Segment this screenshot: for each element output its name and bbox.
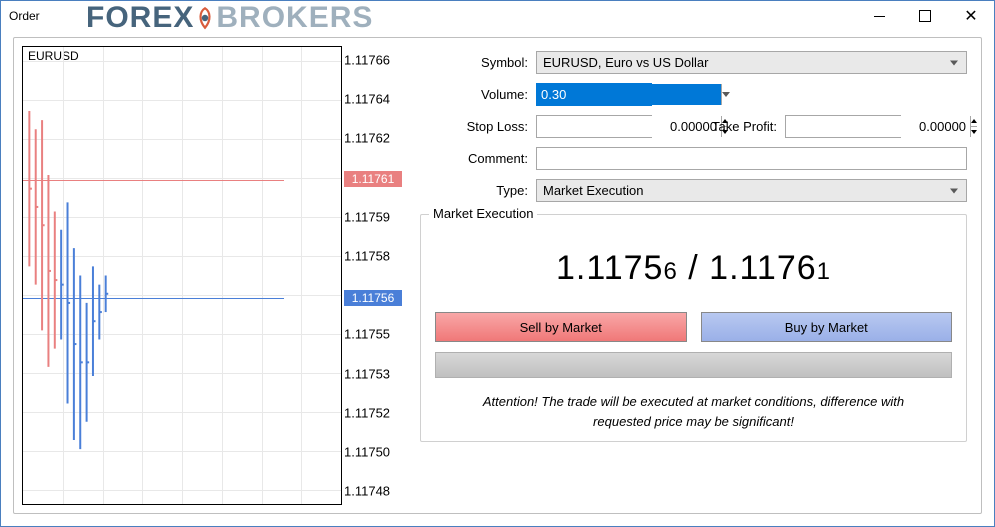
type-select[interactable]: Market Execution — [536, 179, 967, 202]
window-title: Order — [9, 9, 40, 23]
price-chart: EURUSD — [22, 46, 342, 505]
volume-combo[interactable] — [536, 83, 652, 106]
stoploss-label: Stop Loss: — [420, 119, 536, 134]
symbol-label: Symbol: — [420, 55, 536, 70]
type-label: Type: — [420, 183, 536, 198]
type-row: Type: Market Execution — [420, 178, 967, 202]
chart-panel: EURUSD 1.117661.117641.117621.117611.117… — [14, 38, 414, 513]
y-tick: 1.11750 — [344, 445, 390, 460]
ask-price-tag: 1.11761 — [344, 171, 402, 187]
price-sep: / — [678, 249, 709, 287]
comment-input[interactable] — [536, 147, 967, 170]
attention-text: Attention! The trade will be executed at… — [435, 392, 952, 431]
chart-y-axis: 1.11766 1.11764 1.11762 1.11761 1.11759 1.117… — [344, 46, 412, 505]
market-buttons: Sell by Market Buy by Market — [435, 312, 952, 342]
type-value: Market Execution — [543, 183, 643, 198]
volume-dropdown-button[interactable] — [721, 84, 730, 105]
takeprofit-group: Take Profit: — [712, 115, 901, 138]
takeprofit-spinner[interactable] — [785, 115, 901, 138]
sell-button[interactable]: Sell by Market — [435, 312, 687, 342]
y-tick: 1.11748 — [344, 484, 390, 499]
bid-frac: 6 — [663, 258, 677, 285]
group-legend: Market Execution — [429, 206, 537, 221]
price-display: 1.11756 / 1.11761 — [435, 231, 952, 312]
bid-price-tag: 1.11756 — [344, 290, 402, 306]
y-tick: 1.11764 — [344, 91, 390, 106]
y-tick: 1.11758 — [344, 248, 390, 263]
close-button[interactable]: ✕ — [948, 1, 994, 31]
volume-label: Volume: — [420, 87, 536, 102]
ask-frac: 1 — [817, 258, 831, 285]
y-tick: 1.11762 — [344, 131, 390, 146]
comment-label: Comment: — [420, 151, 536, 166]
ask-main: 1.1176 — [709, 249, 816, 287]
content: EURUSD 1.117661.117641.117621.117611.117… — [13, 37, 982, 514]
takeprofit-input[interactable] — [786, 116, 970, 137]
stoploss-input[interactable] — [537, 116, 721, 137]
window-controls: ✕ — [856, 1, 994, 31]
order-window: Order ✕ FOREX BROKERS EURUSD 1.117661.11… — [0, 0, 995, 527]
y-tick: 1.11755 — [344, 327, 390, 342]
minimize-button[interactable] — [856, 1, 902, 31]
symbol-value: EURUSD, Euro vs US Dollar — [543, 55, 708, 70]
maximize-button[interactable] — [902, 1, 948, 31]
titlebar: Order ✕ — [1, 1, 994, 31]
y-tick: 1.11753 — [344, 366, 390, 381]
symbol-row: Symbol: EURUSD, Euro vs US Dollar — [420, 50, 967, 74]
bid-main: 1.1175 — [556, 249, 663, 287]
buy-button[interactable]: Buy by Market — [701, 312, 953, 342]
y-tick: 1.11766 — [344, 52, 390, 67]
order-form: Symbol: EURUSD, Euro vs US Dollar Volume… — [414, 38, 981, 513]
volume-row: Volume: — [420, 82, 967, 106]
stoploss-spinner[interactable] — [536, 115, 652, 138]
comment-row: Comment: — [420, 146, 967, 170]
symbol-select[interactable]: EURUSD, Euro vs US Dollar — [536, 51, 967, 74]
takeprofit-label: Take Profit: — [712, 119, 777, 134]
y-tick: 1.11759 — [344, 209, 390, 224]
takeprofit-up[interactable] — [971, 116, 977, 127]
sl-tp-row: Stop Loss: Take Profit: — [420, 114, 967, 138]
takeprofit-down[interactable] — [971, 127, 977, 137]
y-tick: 1.11752 — [344, 405, 390, 420]
status-bar — [435, 352, 952, 378]
candlestick-svg — [23, 47, 341, 504]
volume-input[interactable] — [537, 84, 721, 105]
market-execution-group: Market Execution 1.11756 / 1.11761 Sell … — [420, 214, 967, 442]
